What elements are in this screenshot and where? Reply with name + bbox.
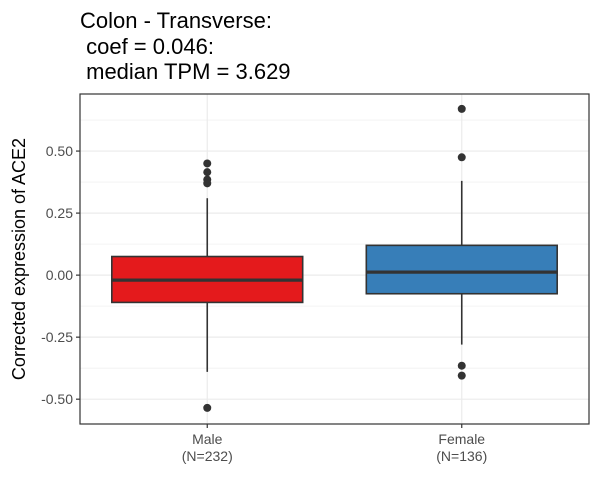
chart-title: Colon - Transverse: coef = 0.046: median… (80, 8, 291, 84)
iqr-box (365, 244, 558, 295)
y-tick-label: -0.50 (41, 391, 73, 407)
x-tick-count-label: (N=232) (182, 448, 233, 464)
outlier-point (203, 168, 212, 177)
box-female (365, 104, 558, 380)
x-tick-count-label: (N=136) (436, 448, 487, 464)
outlier-point (203, 403, 212, 412)
y-axis-title: Corrected expression of ACE2 (9, 138, 29, 380)
chart-title-line-3: median TPM = 3.629 (80, 59, 291, 84)
x-tick-label: Male (192, 431, 223, 447)
box-male (111, 159, 304, 412)
y-tick-label: 0.50 (46, 143, 73, 159)
plot-border (79, 93, 590, 425)
plot-area: 0.50 0.25 0.00 -0.25 -0.50 Male(N=232) Female(… (41, 93, 590, 464)
chart-title-line-1: Colon - Transverse: (80, 8, 272, 33)
outlier-point (203, 159, 212, 168)
outlier-point (457, 153, 466, 162)
outlier-point (457, 361, 466, 370)
y-tick-label: 0.25 (46, 205, 73, 221)
outlier-point (203, 179, 212, 188)
y-tick-label: 0.00 (46, 267, 73, 283)
chart-title-line-2: coef = 0.046: (80, 34, 214, 59)
outlier-point (457, 371, 466, 380)
y-tick-label: -0.25 (41, 329, 73, 345)
x-tick-label: Female (438, 431, 485, 447)
outlier-point (457, 104, 466, 113)
